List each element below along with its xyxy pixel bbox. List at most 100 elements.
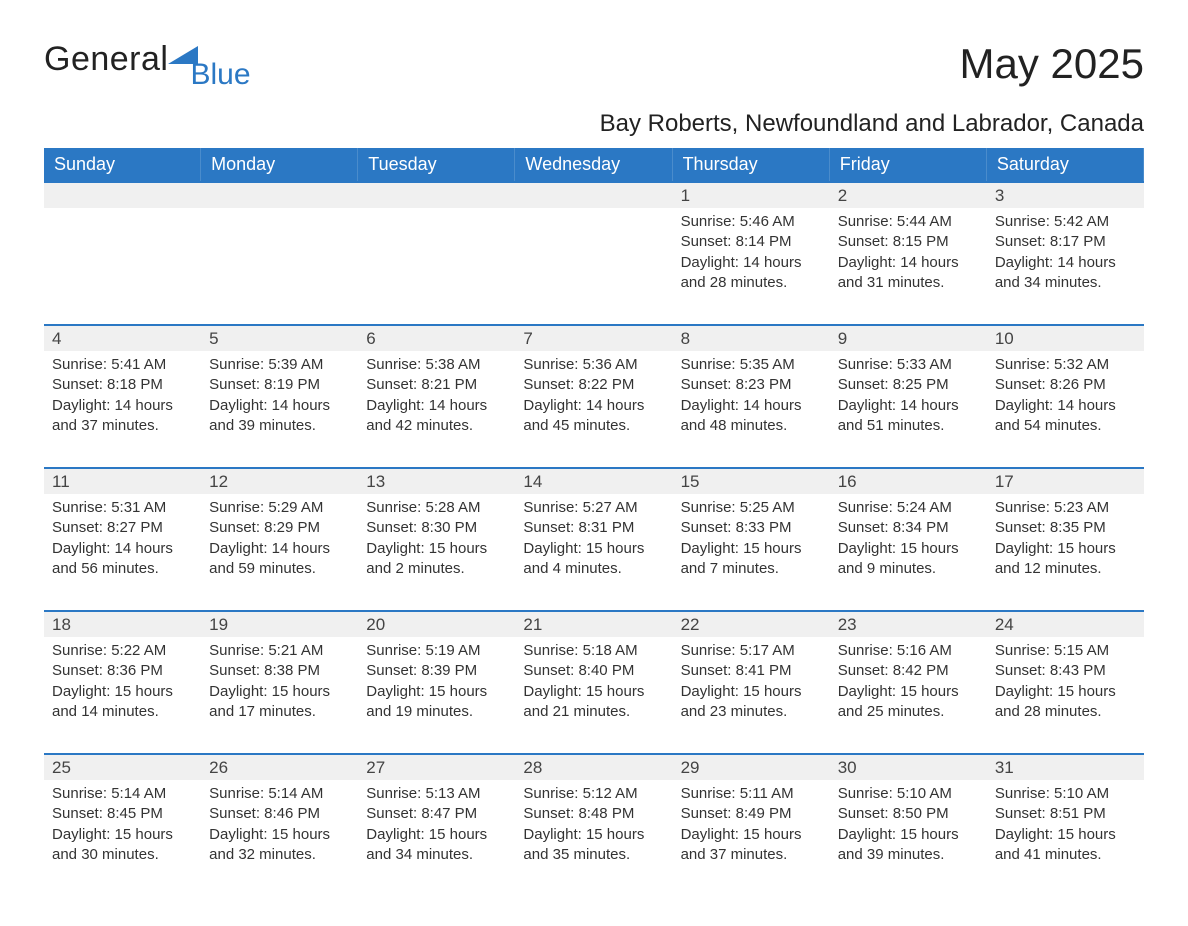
- day-body-cell: Sunrise: 5:19 AMSunset: 8:39 PMDaylight:…: [358, 637, 515, 753]
- day-number-cell: 27: [358, 753, 515, 780]
- day-body-cell: [515, 208, 672, 324]
- day-body-cell: Sunrise: 5:17 AMSunset: 8:41 PMDaylight:…: [673, 637, 830, 753]
- day-body-cell: [201, 208, 358, 324]
- sunset-line: Sunset: 8:21 PM: [366, 375, 507, 395]
- day-number-cell: 2: [830, 181, 987, 208]
- day-number-cell: 22: [673, 610, 830, 637]
- brand-word-1: General: [44, 40, 168, 79]
- sunset-line: Sunset: 8:22 PM: [523, 375, 664, 395]
- sunset-line: Sunset: 8:51 PM: [995, 804, 1136, 824]
- day-number-cell: 19: [201, 610, 358, 637]
- daylight-line: Daylight: 14 hours and 34 minutes.: [995, 253, 1136, 294]
- daylight-line: Daylight: 15 hours and 9 minutes.: [838, 539, 979, 580]
- day-number-cell: 17: [987, 467, 1144, 494]
- sunrise-line: Sunrise: 5:23 AM: [995, 498, 1136, 518]
- day-body-cell: [44, 208, 201, 324]
- day-body-cell: Sunrise: 5:11 AMSunset: 8:49 PMDaylight:…: [673, 780, 830, 896]
- brand-logo: General Blue: [44, 40, 251, 92]
- sunrise-line: Sunrise: 5:17 AM: [681, 641, 822, 661]
- sunrise-line: Sunrise: 5:29 AM: [209, 498, 350, 518]
- daylight-line: Daylight: 14 hours and 48 minutes.: [681, 396, 822, 437]
- day-body-cell: Sunrise: 5:28 AMSunset: 8:30 PMDaylight:…: [358, 494, 515, 610]
- day-number-cell: 23: [830, 610, 987, 637]
- daylight-line: Daylight: 15 hours and 7 minutes.: [681, 539, 822, 580]
- weekday-header: Friday: [830, 148, 987, 181]
- sunset-line: Sunset: 8:38 PM: [209, 661, 350, 681]
- sunrise-line: Sunrise: 5:24 AM: [838, 498, 979, 518]
- header-bar: General Blue May 2025: [44, 40, 1144, 92]
- day-number-cell: 13: [358, 467, 515, 494]
- day-body-cell: Sunrise: 5:22 AMSunset: 8:36 PMDaylight:…: [44, 637, 201, 753]
- day-number-cell: [358, 181, 515, 208]
- daylight-line: Daylight: 15 hours and 35 minutes.: [523, 825, 664, 866]
- day-number-cell: 14: [515, 467, 672, 494]
- sunrise-line: Sunrise: 5:38 AM: [366, 355, 507, 375]
- daylight-line: Daylight: 14 hours and 56 minutes.: [52, 539, 193, 580]
- day-number-cell: 1: [673, 181, 830, 208]
- sunset-line: Sunset: 8:48 PM: [523, 804, 664, 824]
- day-number-cell: 3: [987, 181, 1144, 208]
- daylight-line: Daylight: 14 hours and 42 minutes.: [366, 396, 507, 437]
- sunrise-line: Sunrise: 5:25 AM: [681, 498, 822, 518]
- sunset-line: Sunset: 8:30 PM: [366, 518, 507, 538]
- day-number-cell: [44, 181, 201, 208]
- calendar-grid: SundayMondayTuesdayWednesdayThursdayFrid…: [44, 148, 1144, 896]
- day-body-cell: Sunrise: 5:16 AMSunset: 8:42 PMDaylight:…: [830, 637, 987, 753]
- day-body-cell: Sunrise: 5:25 AMSunset: 8:33 PMDaylight:…: [673, 494, 830, 610]
- daylight-line: Daylight: 14 hours and 39 minutes.: [209, 396, 350, 437]
- daylight-line: Daylight: 15 hours and 17 minutes.: [209, 682, 350, 723]
- sunset-line: Sunset: 8:49 PM: [681, 804, 822, 824]
- day-number-cell: 8: [673, 324, 830, 351]
- day-number-cell: 15: [673, 467, 830, 494]
- sunset-line: Sunset: 8:31 PM: [523, 518, 664, 538]
- daylight-line: Daylight: 14 hours and 51 minutes.: [838, 396, 979, 437]
- sunset-line: Sunset: 8:17 PM: [995, 232, 1136, 252]
- sunrise-line: Sunrise: 5:13 AM: [366, 784, 507, 804]
- day-number-cell: 16: [830, 467, 987, 494]
- daylight-line: Daylight: 15 hours and 37 minutes.: [681, 825, 822, 866]
- sunrise-line: Sunrise: 5:10 AM: [995, 784, 1136, 804]
- sunrise-line: Sunrise: 5:33 AM: [838, 355, 979, 375]
- sunset-line: Sunset: 8:42 PM: [838, 661, 979, 681]
- sunset-line: Sunset: 8:39 PM: [366, 661, 507, 681]
- day-number-cell: [515, 181, 672, 208]
- day-number-cell: 7: [515, 324, 672, 351]
- day-body-cell: Sunrise: 5:33 AMSunset: 8:25 PMDaylight:…: [830, 351, 987, 467]
- day-body-cell: Sunrise: 5:14 AMSunset: 8:45 PMDaylight:…: [44, 780, 201, 896]
- day-body-cell: Sunrise: 5:10 AMSunset: 8:50 PMDaylight:…: [830, 780, 987, 896]
- day-body-cell: Sunrise: 5:42 AMSunset: 8:17 PMDaylight:…: [987, 208, 1144, 324]
- day-body-cell: Sunrise: 5:46 AMSunset: 8:14 PMDaylight:…: [673, 208, 830, 324]
- sunrise-line: Sunrise: 5:39 AM: [209, 355, 350, 375]
- day-body-cell: Sunrise: 5:23 AMSunset: 8:35 PMDaylight:…: [987, 494, 1144, 610]
- sunset-line: Sunset: 8:40 PM: [523, 661, 664, 681]
- sunset-line: Sunset: 8:35 PM: [995, 518, 1136, 538]
- daylight-line: Daylight: 15 hours and 2 minutes.: [366, 539, 507, 580]
- sunset-line: Sunset: 8:29 PM: [209, 518, 350, 538]
- sunrise-line: Sunrise: 5:14 AM: [209, 784, 350, 804]
- day-number-cell: 29: [673, 753, 830, 780]
- daylight-line: Daylight: 15 hours and 25 minutes.: [838, 682, 979, 723]
- day-body-cell: Sunrise: 5:35 AMSunset: 8:23 PMDaylight:…: [673, 351, 830, 467]
- daylight-line: Daylight: 15 hours and 12 minutes.: [995, 539, 1136, 580]
- sunset-line: Sunset: 8:25 PM: [838, 375, 979, 395]
- daylight-line: Daylight: 14 hours and 31 minutes.: [838, 253, 979, 294]
- daylight-line: Daylight: 14 hours and 54 minutes.: [995, 396, 1136, 437]
- sunrise-line: Sunrise: 5:35 AM: [681, 355, 822, 375]
- sunrise-line: Sunrise: 5:36 AM: [523, 355, 664, 375]
- day-body-cell: Sunrise: 5:21 AMSunset: 8:38 PMDaylight:…: [201, 637, 358, 753]
- day-body-cell: Sunrise: 5:38 AMSunset: 8:21 PMDaylight:…: [358, 351, 515, 467]
- sunset-line: Sunset: 8:46 PM: [209, 804, 350, 824]
- sunrise-line: Sunrise: 5:41 AM: [52, 355, 193, 375]
- day-body-cell: Sunrise: 5:41 AMSunset: 8:18 PMDaylight:…: [44, 351, 201, 467]
- sunset-line: Sunset: 8:33 PM: [681, 518, 822, 538]
- daylight-line: Daylight: 15 hours and 14 minutes.: [52, 682, 193, 723]
- day-number-cell: 31: [987, 753, 1144, 780]
- sunset-line: Sunset: 8:34 PM: [838, 518, 979, 538]
- daylight-line: Daylight: 15 hours and 30 minutes.: [52, 825, 193, 866]
- day-number-cell: [201, 181, 358, 208]
- day-number-cell: 18: [44, 610, 201, 637]
- sunset-line: Sunset: 8:27 PM: [52, 518, 193, 538]
- day-number-cell: 28: [515, 753, 672, 780]
- sunrise-line: Sunrise: 5:15 AM: [995, 641, 1136, 661]
- day-body-cell: Sunrise: 5:27 AMSunset: 8:31 PMDaylight:…: [515, 494, 672, 610]
